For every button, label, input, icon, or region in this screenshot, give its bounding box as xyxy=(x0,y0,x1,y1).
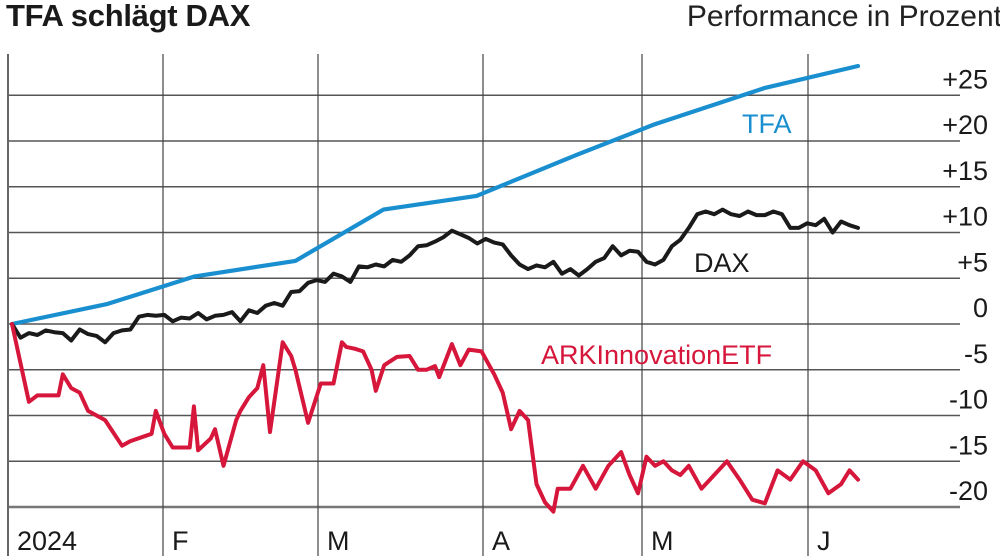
tfa-series-label: TFA xyxy=(742,109,792,139)
y-tick-label: +10 xyxy=(942,202,988,232)
y-tick-label: +25 xyxy=(942,64,988,94)
tfa-line xyxy=(9,63,861,327)
y-tick-label: +5 xyxy=(957,247,988,277)
y-tick-label: +15 xyxy=(942,156,988,186)
x-tick-label: A xyxy=(492,526,510,556)
y-axis-ticks: +25 +20 +15 +10 +5 0 -5 -10 -15 -20 xyxy=(942,64,988,506)
dax-line xyxy=(10,207,860,345)
y-tick-label: +20 xyxy=(942,110,988,140)
x-tick-label: 2024 xyxy=(17,526,77,556)
y-tick-label: 0 xyxy=(973,293,988,323)
chart-subtitle: Performance in Prozent xyxy=(686,0,1000,33)
ark-series-label: ARKInnovationETF xyxy=(541,340,772,370)
x-axis-ticks: 2024 F M A M J xyxy=(17,526,831,556)
x-tick-label: J xyxy=(817,526,831,556)
x-tick-label: M xyxy=(651,526,674,556)
y-tick-label: -15 xyxy=(949,430,988,460)
dax-series-label: DAX xyxy=(694,248,750,278)
ark-innovation-etf-line xyxy=(10,322,860,514)
x-tick-label: F xyxy=(172,526,189,556)
chart-title: TFA schlägt DAX xyxy=(6,0,251,33)
x-tick-label: M xyxy=(327,526,350,556)
y-tick-label: -10 xyxy=(949,385,988,415)
y-tick-label: -20 xyxy=(949,476,988,506)
chart-grid xyxy=(7,54,960,556)
y-tick-label: -5 xyxy=(964,339,988,369)
